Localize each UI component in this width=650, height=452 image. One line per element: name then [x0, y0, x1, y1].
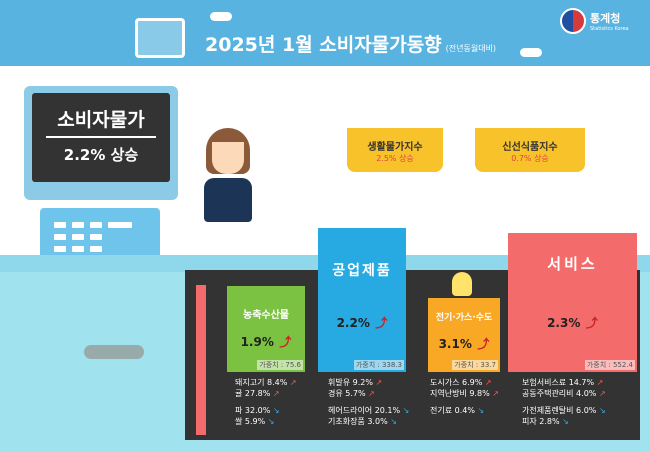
category-weight: 가중치 : 338.3	[353, 360, 404, 370]
title-text: 2025년 1월 소비자물가동향	[205, 34, 442, 56]
basket-label: 생활물가지수	[367, 142, 423, 153]
logo: 통계청 Statistics Korea	[560, 8, 629, 34]
category-weight: 가중치 : 33.7	[452, 360, 498, 370]
arrow-down-icon: ↘	[598, 406, 606, 415]
item-down: 전기료 0.4%	[430, 406, 475, 415]
pink-bar	[196, 285, 206, 435]
arrow-up-icon: ↗	[492, 389, 499, 398]
item-down: 가전제품렌탈비 6.0%	[522, 406, 597, 415]
item-down: 기초화장품 3.0%	[328, 417, 388, 426]
arrow-up-icon: ↗	[598, 389, 606, 398]
item-down: 헤어드라이어 20.1%	[328, 406, 401, 415]
category-value: 1.9%	[240, 335, 274, 349]
arrow-up-icon: ↗	[596, 378, 604, 387]
item-up: 휘발유 9.2%	[328, 378, 373, 387]
category-value: 3.1%	[438, 337, 472, 351]
sign-value: 2.2% 상승	[63, 146, 139, 164]
page-title: 2025년 1월 소비자물가동향 (전년동월대비)	[205, 30, 496, 57]
arrow-up-icon: ↗	[368, 389, 375, 398]
header-banner	[0, 0, 650, 66]
basket-value: 0.7% 상승	[511, 154, 549, 163]
lightbulb-icon	[452, 272, 472, 296]
arrow-down-icon: ↘	[402, 406, 410, 415]
category-agri: 농축수산물 1.9% ⤴ 가중치 : 75.6	[227, 286, 305, 372]
item-down: 파 32.0%	[235, 406, 271, 415]
item-down: 쌀 5.9%	[235, 417, 266, 426]
logo-text: 통계청	[590, 12, 621, 25]
category-name: 농축수산물	[243, 310, 289, 321]
category-weight: 가중치 : 552.4	[584, 360, 635, 370]
category-weight: 가중치 : 75.6	[257, 360, 303, 370]
category-name: 전기·가스·수도	[435, 313, 493, 323]
arrow-up-icon: ⤴	[279, 335, 292, 349]
category-value: 2.3%	[547, 316, 581, 330]
basket-fresh: 신선식품지수 0.7% 상승	[475, 128, 585, 172]
item-up: 지역난방비 9.8%	[430, 389, 490, 398]
arrow-down-icon: ↘	[267, 417, 275, 426]
arrow-down-icon: ↘	[390, 417, 397, 426]
basket-label: 신선식품지수	[502, 142, 558, 153]
services-items: 보험서비스료 14.7% ↗ 공동주택관리비 4.0% ↗ 가전제품렌탈비 6.…	[522, 377, 606, 427]
item-down: 피자 2.8%	[522, 417, 560, 426]
item-up: 경유 5.7%	[328, 389, 366, 398]
arrow-up-icon: ↗	[272, 389, 280, 398]
arrow-up-icon: ↗	[484, 378, 492, 387]
category-services: 서비스 2.3% ⤴ 가중치 : 552.4	[508, 233, 637, 372]
arrow-up-icon: ↗	[289, 378, 297, 387]
item-up: 귤 27.8%	[235, 389, 271, 398]
item-up: 보험서비스료 14.7%	[522, 378, 595, 387]
category-value: 2.2%	[336, 316, 370, 330]
logo-subtext: Statistics Korea	[590, 26, 629, 32]
category-utilities: 전기·가스·수도 3.1% ⤴ 가중치 : 33.7	[428, 298, 500, 372]
arrow-down-icon: ↘	[477, 406, 485, 415]
item-up: 도시가스 6.9%	[430, 378, 483, 387]
cashier-illustration	[200, 128, 256, 240]
basket-value: 2.5% 상승	[376, 154, 414, 163]
arrow-down-icon: ↘	[562, 417, 569, 426]
industrial-items: 휘발유 9.2% ↗ 경유 5.7% ↗ 헤어드라이어 20.1% ↘ 기초화장…	[328, 377, 409, 427]
barcode-scanner-icon	[84, 345, 144, 359]
arrow-up-icon: ⤴	[585, 316, 598, 330]
taegeuk-logo-icon	[560, 8, 586, 34]
subtitle: (전년동월대비)	[445, 44, 497, 53]
basket-living: 생활물가지수 2.5% 상승	[347, 128, 443, 172]
utilities-items: 도시가스 6.9% ↗ 지역난방비 9.8% ↗ 전기료 0.4% ↘	[430, 377, 499, 416]
arrow-up-icon: ↗	[375, 378, 383, 387]
arrow-up-icon: ⤴	[375, 316, 388, 330]
item-up: 공동주택관리비 4.0%	[522, 389, 597, 398]
arrow-up-icon: ⤴	[477, 337, 490, 351]
shopping-basket-icon	[135, 18, 185, 58]
cloud-icon	[210, 12, 232, 21]
category-industrial: 공업제품 2.2% ⤴ 가중치 : 338.3	[318, 228, 406, 372]
item-up: 돼지고기 8.4%	[235, 378, 288, 387]
category-name: 공업제품	[332, 263, 392, 279]
cpi-sign: 소비자물가 2.2% 상승	[32, 93, 170, 182]
category-name: 서비스	[547, 255, 598, 273]
arrow-down-icon: ↘	[272, 406, 280, 415]
agri-items: 돼지고기 8.4% ↗ 귤 27.8% ↗ 파 32.0% ↘ 쌀 5.9% ↘	[235, 377, 297, 427]
sign-title: 소비자물가	[46, 105, 156, 138]
cloud-icon	[520, 48, 542, 57]
